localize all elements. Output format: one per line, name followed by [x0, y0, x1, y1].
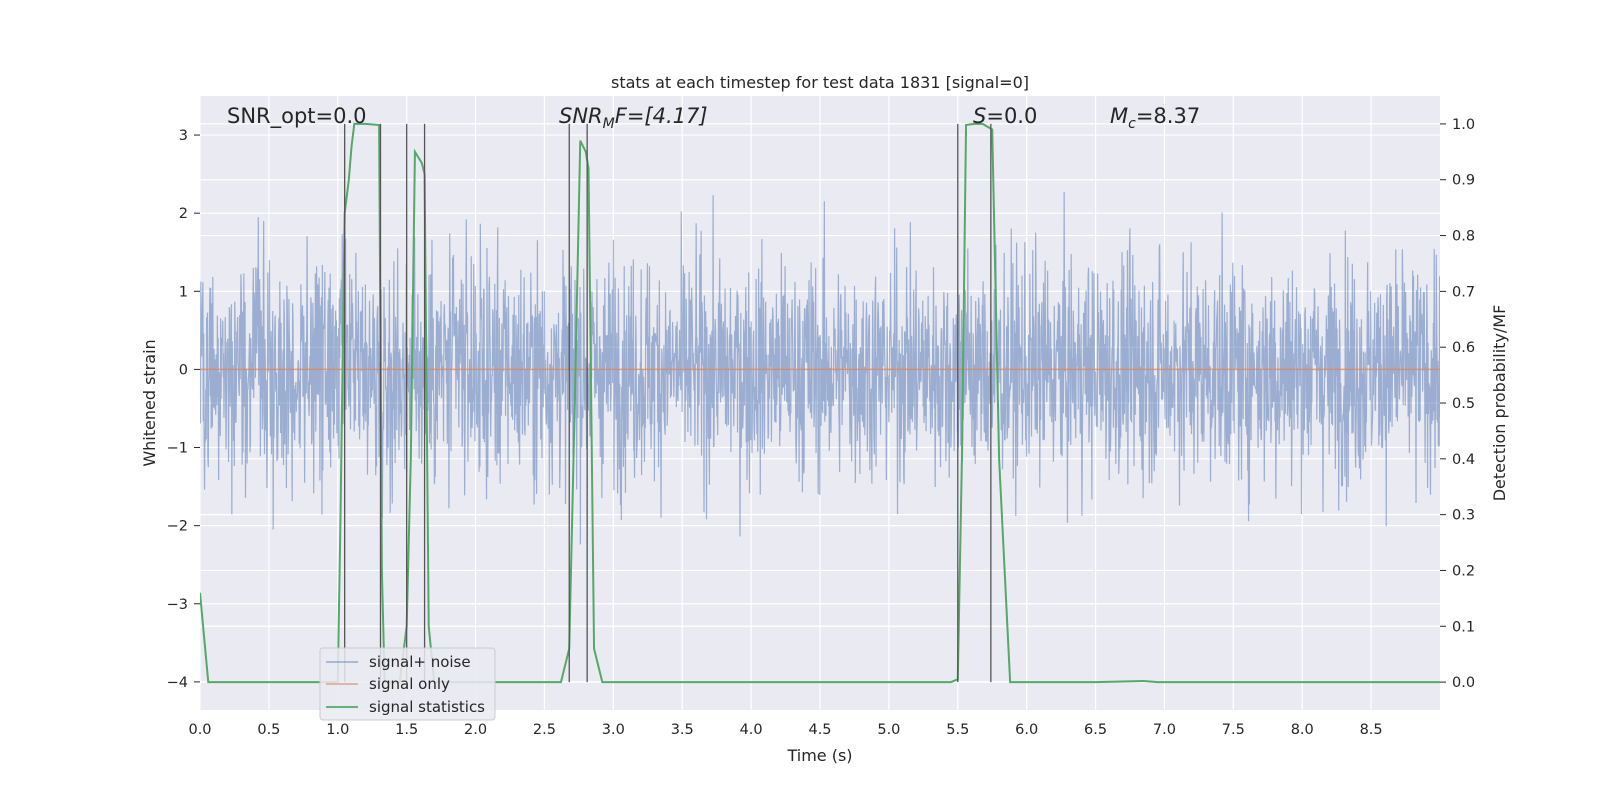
x-tick-label: 1.5 [395, 722, 418, 738]
x-axis-label: Time (s) [786, 746, 852, 765]
x-tick-label: 3.5 [671, 722, 694, 738]
annotation-mc: Mc=8.37 [1110, 104, 1200, 132]
y-tick-label: 3 [179, 128, 188, 144]
annotation-snr-mf-sub: M [603, 116, 615, 132]
chart-title: stats at each timestep for test data 183… [611, 73, 1029, 92]
y2-tick-label: 0.8 [1452, 229, 1475, 245]
x-tick-label: 5.5 [946, 722, 969, 738]
annotation-mc-rest: =8.37 [1136, 104, 1200, 128]
x-tick-label: 4.0 [740, 722, 763, 738]
x-tick-label: 2.5 [533, 722, 556, 738]
y-axis-label: Whitened strain [140, 339, 159, 466]
y-tick-label: 1 [179, 284, 188, 300]
annotation-snr-mf-main: SNR [559, 104, 603, 128]
y-tick-label: 2 [179, 206, 188, 222]
x-tick-label: 7.5 [1222, 722, 1245, 738]
y2-tick-label: 0.4 [1452, 452, 1475, 468]
annotation-mc-main: M [1110, 104, 1128, 128]
y2-tick-label: 0.9 [1452, 173, 1475, 189]
annotation-snr-opt: SNR_opt=0.0 [227, 104, 367, 129]
x-tick-label: 1.0 [326, 722, 349, 738]
legend-label-signal-noise: signal+ noise [369, 653, 471, 671]
annotation-mc-sub: c [1128, 116, 1136, 132]
legend-box [319, 647, 496, 721]
annotation-snr-mf: SNRMF=[4.17] [559, 104, 708, 132]
annotation-s: S=0.0 [973, 104, 1037, 128]
y-axis-ticks: 3 2 1 0 −1 −2 −3 −4 [167, 128, 200, 691]
marker-lines [344, 123, 992, 683]
legend: signal+ noise signal only signal statist… [319, 647, 496, 721]
legend-label-signal-statistics: signal statistics [369, 698, 485, 716]
y-tick-label: 0 [179, 362, 188, 378]
annotation-s-label: S [973, 104, 986, 128]
annotation-s-rest: =0.0 [986, 104, 1037, 128]
x-axis-ticks: 0.0 0.5 1.0 1.5 2.0 2.5 3.0 3.5 4.0 4.5 5.0 5.5 6.0 6… [188, 722, 1382, 738]
y2-tick-label: 0.3 [1452, 508, 1475, 524]
y2-tick-label: 0.0 [1452, 675, 1475, 691]
x-tick-label: 5.0 [877, 722, 900, 738]
x-tick-label: 6.0 [1015, 722, 1038, 738]
y2-tick-label: 0.2 [1452, 563, 1475, 579]
x-tick-label: 8.5 [1360, 722, 1383, 738]
x-tick-label: 2.0 [464, 722, 487, 738]
y2-axis-ticks: 1.0 0.9 0.8 0.7 0.6 0.5 0.4 0.3 0.2 0.1 0.0 [1440, 117, 1475, 691]
y2-tick-label: 0.7 [1452, 284, 1475, 300]
y-tick-label: −4 [167, 675, 188, 691]
x-tick-label: 0.5 [257, 722, 280, 738]
x-tick-label: 8.0 [1291, 722, 1314, 738]
y2-axis-label: Detection probability/MF [1490, 305, 1509, 502]
y2-tick-label: 0.6 [1452, 340, 1475, 356]
y-tick-label: −3 [167, 597, 188, 613]
y-tick-label: −1 [167, 441, 188, 457]
x-tick-label: 7.0 [1153, 722, 1176, 738]
x-tick-label: 4.5 [808, 722, 831, 738]
x-tick-label: 0.0 [188, 722, 211, 738]
y2-tick-label: 1.0 [1452, 117, 1475, 133]
y2-tick-label: 0.1 [1452, 619, 1475, 635]
y2-tick-label: 0.5 [1452, 396, 1475, 412]
series-signal-statistics-line [200, 122, 1440, 684]
legend-label-signal-only: signal only [369, 675, 450, 693]
x-tick-label: 6.5 [1084, 722, 1107, 738]
y-tick-label: −2 [167, 519, 188, 535]
x-tick-label: 3.0 [602, 722, 625, 738]
annotation-snr-mf-rest: F=[4.17] [615, 104, 708, 128]
